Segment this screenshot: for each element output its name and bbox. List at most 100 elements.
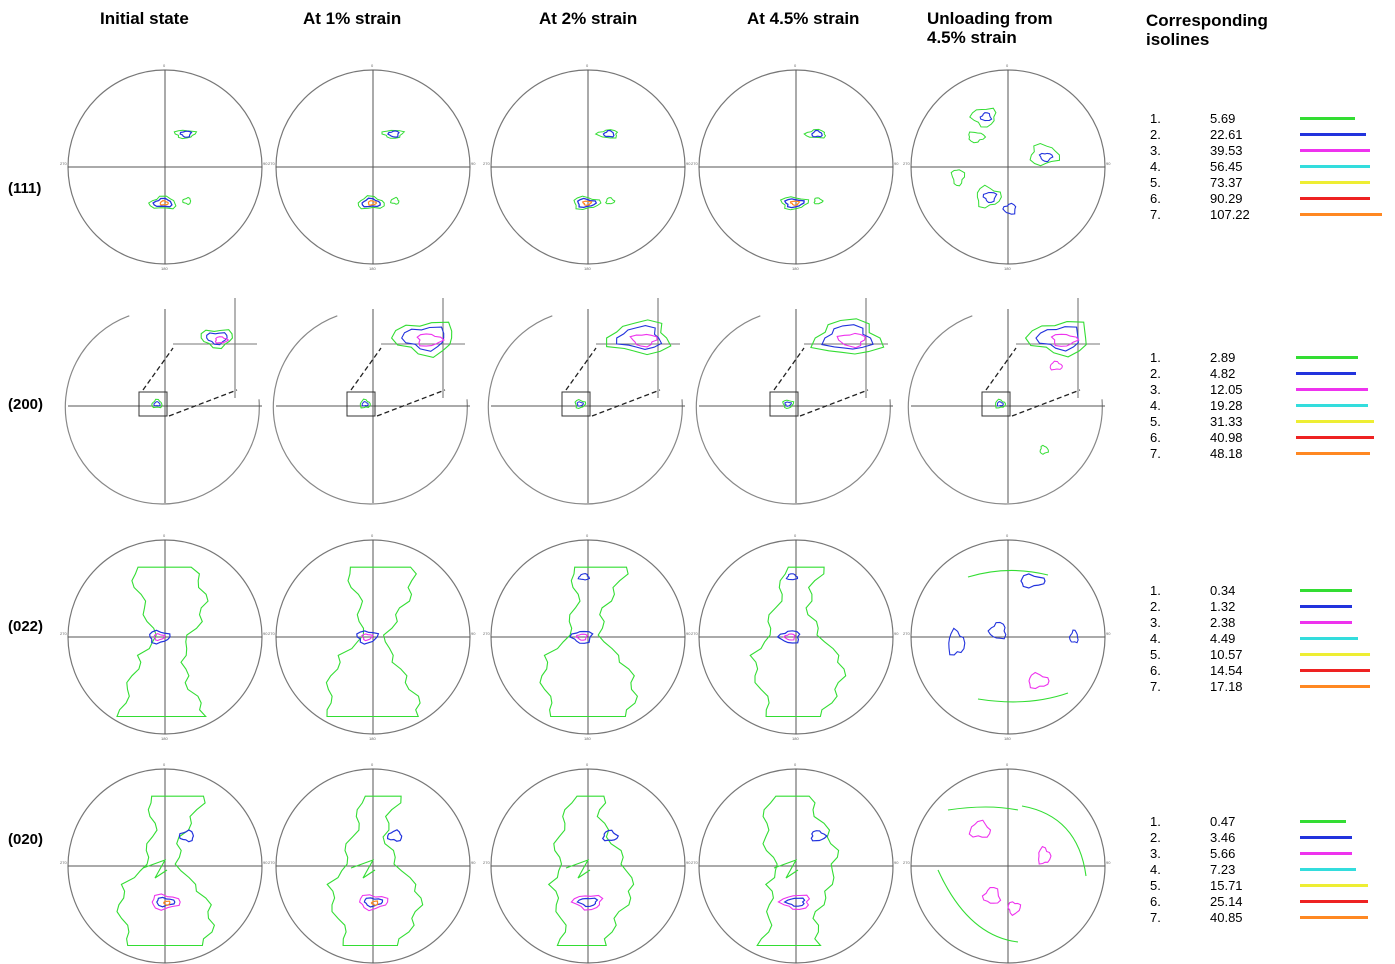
pf-111-c3-iso-2-top — [602, 130, 615, 138]
pf-020-c2-label-left: 270 — [268, 860, 275, 865]
isoline-color-swatch — [1300, 900, 1368, 903]
pf-022-c5-iso-3-d — [1028, 671, 1050, 690]
pf-111-c5-iso-1-b — [1029, 142, 1061, 167]
pf-111-c4-label-left: 270 — [691, 161, 698, 166]
pf-020-c5-label-left: 270 — [903, 860, 910, 865]
pf-020-c4-label-top: 0 — [794, 762, 797, 767]
pf-020-c5-label-top: 0 — [1006, 762, 1009, 767]
pf-022-c2-label-right: 90 — [471, 631, 476, 636]
legend-row: 2. 22.61 — [1150, 127, 1390, 143]
row-label-022: (022) — [8, 618, 44, 635]
pf-200-c2-iso-2 — [361, 401, 369, 407]
pf-200-c2-circle — [272, 315, 468, 505]
pf-200-c3-inset-iso-1 — [606, 319, 672, 356]
pf-200-c5-iso-1 — [995, 398, 1007, 409]
legend-row: 7. 107.22 — [1150, 207, 1390, 223]
pf-020-c3-iso-1-pinch — [565, 858, 591, 879]
pf-022-c2-iso-2-centre — [356, 630, 380, 645]
pf-200-c1-inset-iso-1 — [200, 329, 233, 350]
isoline-color-swatch — [1300, 669, 1370, 672]
pf-200-c1-zoom-box — [138, 391, 168, 417]
pf-020-c5-iso-1-arc-a — [1021, 805, 1087, 877]
isoline-color-swatch — [1300, 852, 1352, 855]
pf-111-c1-label-right: 90 — [263, 161, 268, 166]
isoline-value: 22.61 — [1210, 127, 1243, 142]
pf-200-c5-inset-iso-3b — [1049, 360, 1063, 371]
pf-022-c4-iso-3-centre — [782, 633, 796, 641]
pf-022-c1-label-right: 90 — [263, 631, 268, 636]
pf-020-c5-iso-1-arc-c — [947, 806, 1019, 811]
pf-111-c2-iso-1-side — [390, 196, 400, 205]
isoline-color-swatch — [1300, 653, 1370, 656]
legend-row: 3. 5.66 — [1150, 846, 1390, 862]
pf-111-c5-label-top: 0 — [1006, 63, 1009, 68]
pf-200-c5-inset-iso-2 — [1035, 326, 1079, 352]
pf-022-c4-iso-2-top — [785, 573, 799, 581]
isoline-value: 3.46 — [1210, 830, 1236, 845]
pf-111-c1-iso-1-bot — [148, 195, 177, 210]
legend-row: 2. 4.82 — [1150, 366, 1390, 382]
pf-022-c4-label-top: 0 — [794, 533, 797, 538]
pf-020-c4-iso-3-lower — [777, 894, 811, 910]
isoline-value: 0.47 — [1210, 814, 1236, 829]
isoline-number: 1. — [1150, 350, 1161, 365]
row-label-200: (200) — [8, 396, 44, 413]
isoline-number: 6. — [1150, 894, 1161, 909]
pf-020-c5-iso-3-c — [981, 887, 1002, 904]
pf-111-c2-label-top: 0 — [371, 63, 374, 68]
isoline-color-swatch — [1300, 916, 1368, 919]
isoline-value: 19.28 — [1210, 398, 1243, 413]
pf-022-c3-label-right: 90 — [686, 631, 691, 636]
pf-022-c5-iso-1-arc-b — [977, 692, 1069, 703]
pf-111-c5-label-left: 270 — [903, 161, 910, 166]
pf-022-c5-iso-2-e — [1068, 629, 1079, 644]
isoline-number: 2. — [1150, 366, 1161, 381]
pf-200-c3-iso-2 — [576, 401, 584, 407]
pf-022-c3-iso-3-centre — [575, 633, 589, 641]
pf-022-c4-iso-2-centre — [776, 630, 801, 644]
pf-111-c4-iso-7-bot — [789, 200, 801, 206]
legend-row: 2. 1.32 — [1150, 599, 1390, 615]
isoline-color-swatch — [1296, 372, 1356, 375]
isoline-color-swatch — [1296, 404, 1368, 407]
column-title-4-5pct-strain: At 4.5% strain — [747, 9, 860, 28]
isoline-color-swatch — [1300, 181, 1370, 184]
isoline-color-swatch — [1300, 589, 1352, 592]
pf-020-c3-iso-2-lower — [576, 897, 599, 908]
isoline-number: 7. — [1150, 910, 1161, 925]
legend-row: 5. 15.71 — [1150, 878, 1390, 894]
pf-111-c2-iso-1-top — [381, 129, 406, 139]
pf-111-c3-iso-2-bot — [576, 197, 598, 209]
column-title-initial-state: Initial state — [100, 9, 189, 28]
pf-022-c5-iso-2-c — [987, 621, 1007, 640]
isoline-value: 5.66 — [1210, 846, 1236, 861]
pf-020-c3-iso-2-upper — [601, 829, 620, 842]
isoline-number: 5. — [1150, 414, 1161, 429]
pf-111-c3-label-right: 90 — [686, 161, 691, 166]
pf-022-c3-label-top: 0 — [586, 533, 589, 538]
legend-row: 5. 31.33 — [1150, 414, 1390, 430]
legend-row: 1. 5.69 — [1150, 111, 1390, 127]
column-title-2pct-strain: At 2% strain — [539, 9, 638, 28]
column-title-1pct-strain: At 1% strain — [303, 9, 402, 28]
legend-row: 4. 19.28 — [1150, 398, 1390, 414]
pf-200-c3-zoom-line-1 — [565, 347, 597, 391]
isoline-color-swatch — [1300, 149, 1370, 152]
isoline-value: 40.85 — [1210, 910, 1243, 925]
legend-row: 2. 3.46 — [1150, 830, 1390, 846]
isoline-number: 5. — [1150, 175, 1161, 190]
pf-200-c3-inset-iso-3 — [629, 333, 658, 348]
isoline-value: 10.57 — [1210, 647, 1243, 662]
pf-020-c5-iso-1-arc-b — [937, 869, 1019, 943]
pf-020-c2-label-right: 90 — [471, 860, 476, 865]
pf-022-c1-iso-1-outline — [116, 566, 209, 718]
isoline-value: 12.05 — [1210, 382, 1243, 397]
pf-022-c5-label-top: 0 — [1006, 533, 1009, 538]
isoline-number: 1. — [1150, 583, 1161, 598]
pf-020-c4-iso-2-lower — [783, 897, 806, 907]
pf-111-c5-iso-1-c — [976, 184, 1002, 209]
isoline-color-swatch — [1300, 868, 1356, 871]
pf-111-c2-iso-1-bot — [357, 195, 385, 210]
isoline-value: 90.29 — [1210, 191, 1243, 206]
pf-200-c5-zoom-line-2 — [1011, 389, 1081, 417]
